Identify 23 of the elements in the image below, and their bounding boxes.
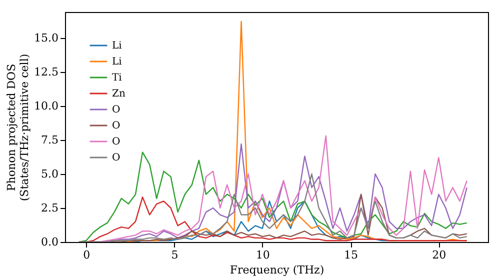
y-tick-label: 10.0	[34, 99, 58, 112]
x-tick-label: 20	[432, 248, 446, 262]
x-tick-label: 10	[256, 248, 270, 262]
legend-label: Ti	[112, 72, 122, 84]
legend-label: O	[112, 152, 120, 164]
legend-label: O	[112, 120, 120, 132]
legend-label: Li	[112, 40, 122, 52]
x-tick-label: 0	[83, 248, 90, 262]
legend-label: O	[112, 136, 120, 148]
y-tick-label: 5.0	[41, 167, 58, 180]
x-tick-label: 15	[344, 248, 358, 262]
y-tick-label: 7.5	[41, 133, 58, 146]
legend-label: O	[112, 104, 120, 116]
y-tick-label: 0.0	[41, 236, 58, 248]
legend-label: Zn	[112, 88, 126, 100]
y-tick-label: 2.5	[41, 201, 58, 214]
legend-label: Li	[112, 56, 122, 68]
x-tick-label: 5	[171, 248, 178, 262]
y-axis-title: Phonon projected DOS (States/THz·primitive cell)	[5, 54, 32, 202]
line-series	[78, 173, 468, 242]
x-axis-title: Frequency (THz)	[230, 264, 324, 276]
y-tick-label: 15.0	[34, 31, 58, 44]
y-tick-label: 12.5	[34, 65, 58, 78]
